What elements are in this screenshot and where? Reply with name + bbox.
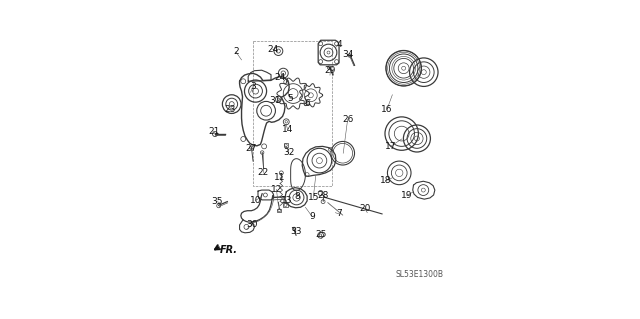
Text: 33: 33 — [291, 226, 302, 236]
Text: 30: 30 — [246, 220, 258, 229]
Text: 32: 32 — [283, 148, 294, 157]
Bar — [253, 41, 332, 186]
Text: 9: 9 — [309, 212, 315, 221]
Bar — [284, 203, 288, 207]
Text: 2: 2 — [233, 47, 239, 56]
Text: 24: 24 — [275, 73, 285, 82]
Text: 17: 17 — [385, 142, 396, 151]
Text: 16: 16 — [381, 105, 393, 114]
Text: FR.: FR. — [220, 245, 237, 255]
Text: 3: 3 — [250, 82, 256, 91]
Text: 22: 22 — [257, 168, 269, 177]
Text: 5: 5 — [287, 94, 293, 103]
Text: 28: 28 — [317, 191, 329, 200]
Text: 29: 29 — [324, 66, 336, 75]
Text: 12: 12 — [271, 185, 282, 194]
Text: 21: 21 — [208, 127, 220, 136]
Text: 4: 4 — [336, 40, 342, 49]
Text: 7: 7 — [336, 209, 342, 219]
Text: 27: 27 — [245, 144, 256, 153]
Text: 31: 31 — [269, 96, 281, 105]
Text: 11: 11 — [275, 173, 286, 182]
Text: 34: 34 — [342, 50, 353, 59]
Bar — [277, 209, 282, 212]
Text: SL53E1300B: SL53E1300B — [396, 270, 444, 278]
Text: 24: 24 — [267, 45, 278, 54]
Text: 18: 18 — [380, 176, 392, 185]
Text: 6: 6 — [304, 99, 310, 108]
Text: 10: 10 — [250, 196, 261, 205]
Text: 14: 14 — [282, 125, 293, 134]
Text: 15: 15 — [307, 193, 319, 203]
Text: 25: 25 — [315, 230, 326, 239]
Text: 26: 26 — [342, 115, 353, 124]
Text: 19: 19 — [401, 191, 412, 200]
Text: 20: 20 — [359, 204, 371, 213]
Bar — [284, 144, 288, 147]
Text: 8: 8 — [294, 192, 300, 201]
Text: 13: 13 — [280, 196, 292, 205]
Text: 23: 23 — [224, 105, 236, 114]
Text: 35: 35 — [212, 197, 223, 206]
